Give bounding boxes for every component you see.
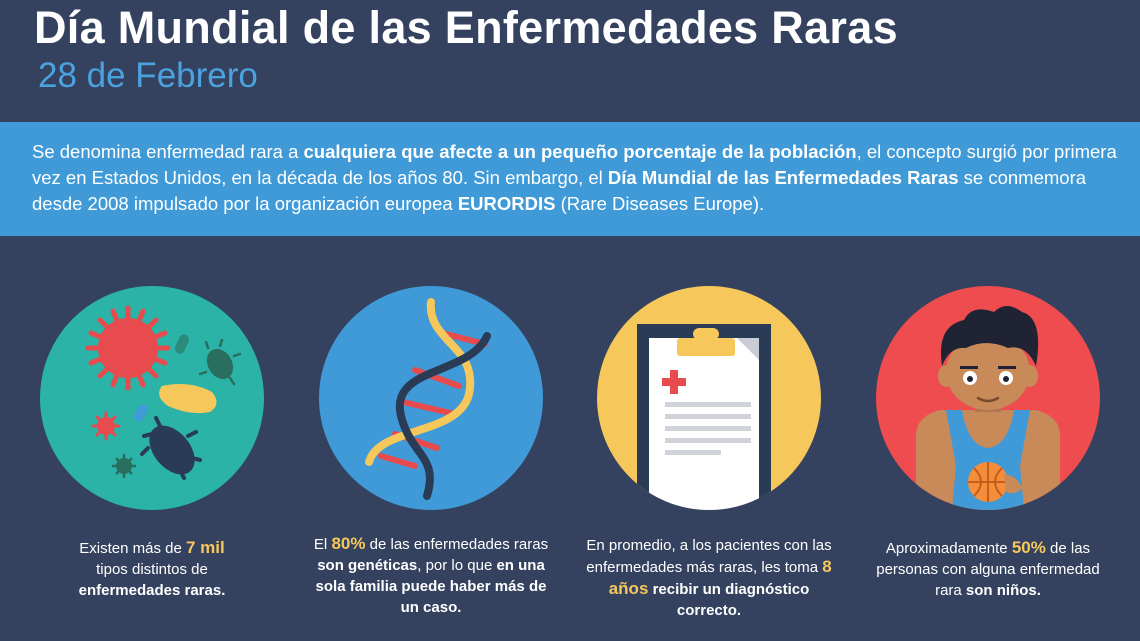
fact-bold: en una sola familia puede haber más de u… [315,557,547,616]
intro-bold-part: EURORDIS [457,193,556,214]
intro-bold-part: cualquiera que afecte a un pequeño porce… [303,141,857,162]
intro-text-part: Se denomina enfermedad rara a [32,141,304,162]
fact-text: , por lo que [417,557,497,574]
intro-banner: Se denomina enfermedad rara a cualquiera… [0,122,1140,236]
fact-text: de las personas con alguna enfermedad ra… [876,540,1100,599]
fact-highlight: 50% [1011,538,1046,557]
child-icon [876,286,1100,510]
fact-text: El [313,536,332,553]
fact-caption-1: Existen más de 7 mil tipos distintos de … [27,537,277,601]
fact-bold: son niños. [965,582,1041,599]
dna-icon [319,286,543,510]
intro-text-part: , el concepto surgió por primera vez en … [32,141,1117,188]
fact-caption-3: En promedio, a los pacientes con las enf… [584,535,834,621]
clipboard-icon [597,286,821,510]
intro-bold-part: Día Mundial de las Enfermedades Raras [607,167,959,188]
page-title: Día Mundial de las Enfermedades Raras [34,2,898,53]
fact-text: tipos distintos de [96,561,208,578]
fact-text: Aproximadamente [885,540,1012,557]
fact-highlight: 80% [331,534,366,553]
fact-highlight: 7 mil [185,538,225,557]
microbes-icon [40,286,264,510]
fact-text: Existen más de [79,540,186,557]
fact-bold: recibir un diagnóstico correcto. [652,581,810,619]
fact-text: de las enfermedades raras [365,536,549,553]
intro-text-part: (Rare Diseases Europe). [555,193,765,214]
fact-caption-4: Aproximadamente 50% de las personas con … [863,537,1113,601]
fact-caption-2: El 80% de las enfermedades raras son gen… [306,533,556,618]
fact-highlight: 8 años [608,557,832,598]
intro-text: Se denomina enfermedad rara a cualquiera… [32,139,1122,217]
fact-text: En promedio, a los pacientes con las enf… [586,537,832,576]
intro-text-part: se conmemora desde 2008 impulsado por la… [32,167,1087,214]
page-date: 28 de Febrero [38,56,258,95]
fact-bold: enfermedades raras. [78,582,226,599]
fact-bold: son genéticas [317,557,418,574]
